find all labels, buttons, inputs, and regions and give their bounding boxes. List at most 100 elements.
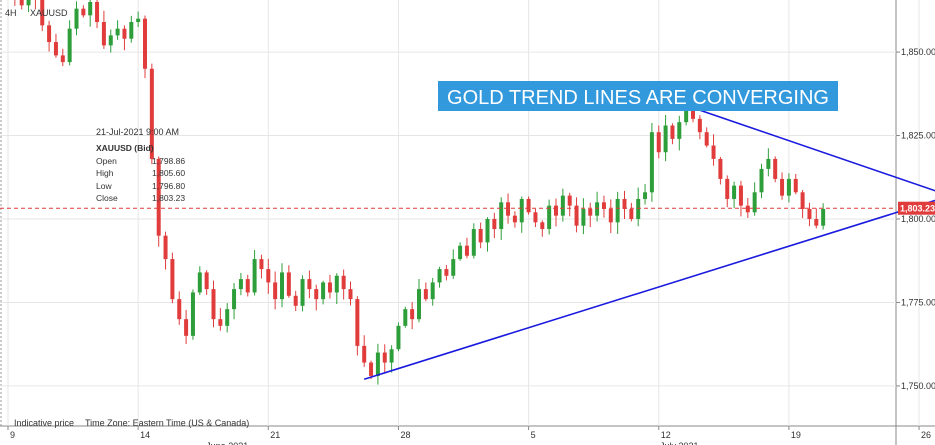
tooltip-title: XAUUSD (Bid) (96, 143, 154, 153)
candle-body (492, 219, 497, 230)
candle-body (26, 0, 31, 6)
chart-footer: Indicative price Time Zone: Eastern Time… (14, 418, 249, 428)
candle-body (115, 28, 120, 36)
candle-body (218, 319, 223, 326)
candle-body (814, 219, 819, 226)
candle-body (245, 279, 250, 293)
candle-body (554, 205, 558, 216)
candle-body (204, 272, 209, 290)
candle-body (581, 208, 586, 226)
candle-body (108, 35, 113, 46)
y-axis: 1,750.00 1,775.00 1,800.00 1,825.00 1,850.00 (896, 47, 935, 391)
tooltip-high-label: High (96, 168, 114, 178)
candle-body (122, 28, 127, 39)
candle-body (252, 259, 257, 293)
y-tick-label: 1,775.00 (901, 297, 935, 307)
candle-body (718, 158, 723, 179)
x-tick-label: 9 (10, 430, 15, 440)
candle-body (341, 275, 346, 290)
month-label: July 2021 (660, 441, 699, 445)
candle-body (485, 219, 490, 243)
candle-body (232, 289, 237, 310)
month-label: June 2021 (206, 441, 248, 445)
candle-body (526, 198, 531, 213)
candle-body (362, 345, 367, 363)
trend-line-resistance (685, 104, 935, 192)
candle-body (608, 208, 613, 223)
candle-body (293, 295, 298, 306)
candle-body (163, 235, 168, 260)
candle-body (410, 309, 415, 320)
candle-body (348, 289, 353, 300)
candle-body (574, 205, 579, 226)
candle-body (382, 352, 387, 363)
candle-body (88, 1, 93, 16)
candle-body (800, 192, 805, 209)
candle-body (170, 259, 175, 300)
candle-body (136, 18, 141, 23)
timezone-label: Time Zone: Eastern Time (US & Canada) (85, 418, 249, 428)
candle-body (430, 282, 435, 300)
candle-body (601, 202, 606, 209)
candle-body (60, 55, 65, 63)
candle-body (47, 25, 52, 43)
candle-body (369, 362, 374, 376)
annotation-box: GOLD TREND LINES ARE CONVERGING (438, 81, 838, 111)
candle-body (663, 125, 668, 153)
trend-lines (363, 104, 935, 381)
candle-body (533, 212, 538, 223)
y-tick-label: 1,750.00 (901, 381, 935, 391)
candle-body (725, 178, 730, 199)
candle-body (389, 349, 394, 363)
last-price-label: 1,803.23 (900, 204, 935, 214)
candle-body (704, 132, 709, 146)
candle-body (211, 289, 216, 320)
tooltip-close-value: 1,803.23 (152, 193, 185, 203)
candle-body (684, 108, 689, 123)
candle-body (225, 309, 230, 326)
candle-body (67, 28, 72, 63)
symbol-label[interactable]: XAUUSD (30, 8, 68, 18)
ohlc-tooltip: 21-Jul-2021 9:00 AM XAUUSD (Bid) Open 1,… (96, 127, 185, 203)
candle-body (745, 205, 750, 213)
candle-body (266, 269, 271, 283)
candle-body (238, 279, 243, 290)
candle-body (807, 208, 812, 219)
candle-body (512, 215, 517, 223)
candle-body (417, 289, 421, 320)
candle-body (190, 292, 195, 336)
y-tick-label: 1,800.00 (901, 214, 935, 224)
last-price-badge: 1,803.23 (898, 201, 935, 215)
candle-body (19, 0, 24, 6)
candle-body (670, 125, 675, 139)
candle-body (471, 229, 476, 256)
candle-body (697, 118, 702, 133)
candle-body (273, 282, 278, 300)
candle-body (821, 208, 826, 226)
candle-body (752, 192, 757, 213)
candle-body (588, 208, 593, 216)
x-tick-label: 28 (400, 430, 410, 440)
candle-body (197, 272, 202, 293)
candle-body (711, 145, 716, 159)
candle-body (643, 192, 648, 199)
candle-body (547, 205, 552, 230)
candle-body (396, 325, 401, 350)
tooltip-high-value: 1,805.60 (152, 168, 185, 178)
candle-body (403, 309, 408, 326)
candle-body (636, 198, 641, 219)
candle-body (540, 222, 545, 230)
candle-body (53, 42, 58, 56)
x-tick-label: 14 (140, 430, 150, 440)
candle-body (656, 132, 661, 153)
candle-body (300, 279, 305, 306)
candle-body (259, 259, 264, 270)
tooltip-low-label: Low (96, 181, 112, 191)
timeframe-label[interactable]: 4H (5, 8, 17, 18)
candle-body (334, 275, 339, 293)
candle-body (40, 0, 45, 26)
candle-body (149, 68, 154, 159)
x-axis: 9 14 21 28 5 12 19 26 June 2021 July 2021 (7, 426, 931, 445)
